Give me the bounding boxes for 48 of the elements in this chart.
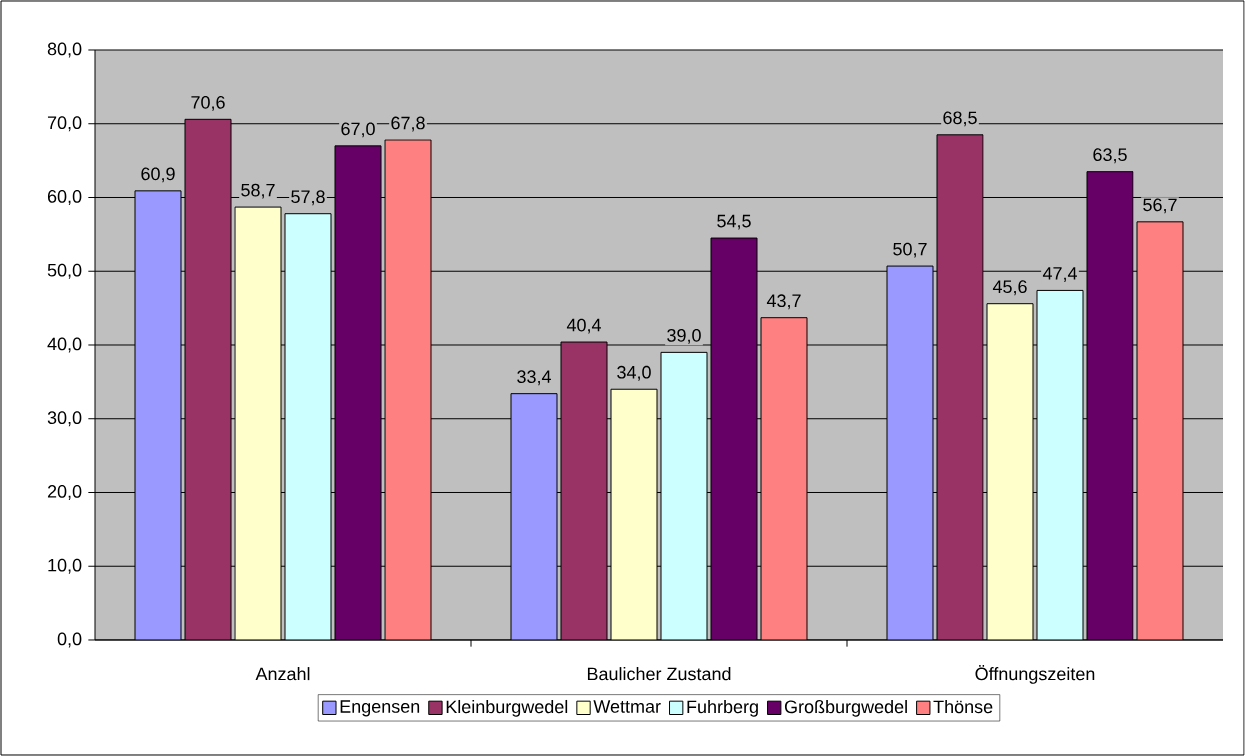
legend-label: Kleinburgwedel — [446, 699, 568, 717]
data-label: 50,7 — [893, 242, 927, 258]
data-label: 39,0 — [667, 329, 701, 344]
data-label: 68,5 — [943, 111, 977, 127]
legend-label: Thönse — [933, 699, 993, 714]
legend-label: Wettmar — [593, 700, 661, 713]
data-label: 67,0 — [341, 122, 375, 138]
bar — [760, 317, 808, 640]
y-tick-label: 40,0 — [47, 337, 82, 353]
bar — [1136, 221, 1184, 640]
x-tick-label: Anzahl — [255, 667, 310, 681]
legend-label: Engensen — [340, 700, 420, 717]
data-label: 33,4 — [517, 370, 551, 386]
data-label: 43,7 — [766, 294, 801, 310]
y-tick-label: 0,0 — [57, 632, 82, 648]
data-label: 63,5 — [1093, 148, 1127, 164]
data-label: 45,6 — [992, 280, 1027, 296]
bar — [184, 118, 232, 640]
bar — [560, 341, 608, 640]
y-tick-label: 20,0 — [47, 485, 82, 500]
y-tick-label: 10,0 — [48, 558, 82, 574]
bar — [986, 303, 1034, 640]
bar — [610, 388, 658, 640]
data-label: 57,8 — [291, 190, 325, 206]
y-tick-label: 50,0 — [47, 263, 82, 279]
x-tick-label: Baulicher Zustand — [587, 667, 731, 681]
data-label: 54,5 — [717, 214, 751, 230]
y-tick-label: 60,0 — [47, 190, 82, 205]
bar — [710, 237, 758, 640]
bar — [384, 139, 432, 640]
y-tick-label: 70,0 — [47, 116, 82, 132]
legend-label: Großburgwedel — [784, 699, 907, 717]
data-label: 40,4 — [566, 318, 602, 334]
y-tick-label: 80,0 — [47, 42, 82, 58]
bar — [334, 145, 382, 640]
legend-label: Fuhrberg — [687, 699, 758, 717]
data-label: 70,6 — [191, 95, 225, 111]
data-label: 58,7 — [241, 183, 275, 199]
data-label: 56,7 — [1143, 198, 1177, 214]
x-tick-label: Öffnungszeiten — [975, 665, 1095, 684]
bar — [1086, 171, 1134, 640]
y-tick-label: 30,0 — [47, 411, 82, 427]
data-label: 34,0 — [617, 365, 651, 381]
bar — [234, 206, 282, 640]
data-label: 60,9 — [141, 167, 175, 183]
data-label: 67,8 — [391, 116, 425, 132]
bar — [936, 134, 984, 640]
data-label: 47,4 — [1042, 267, 1077, 282]
